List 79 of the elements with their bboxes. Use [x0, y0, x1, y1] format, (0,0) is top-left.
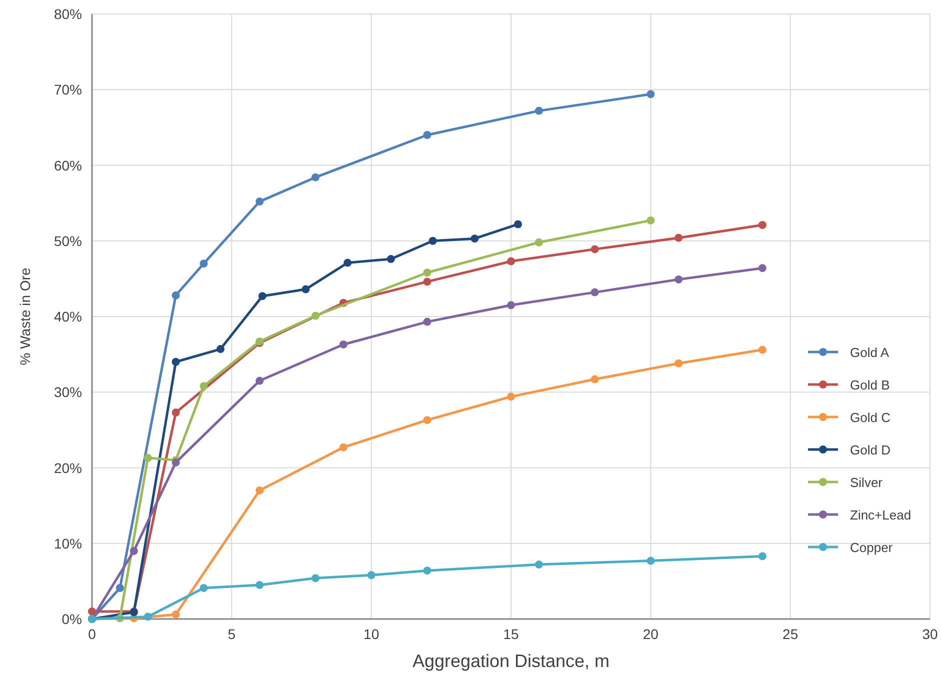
point	[216, 345, 224, 354]
point	[590, 288, 599, 296]
point	[311, 574, 320, 582]
point	[200, 260, 208, 268]
point	[758, 264, 766, 272]
point	[758, 552, 766, 560]
y-tick-label: 80%	[54, 6, 82, 22]
point	[534, 106, 543, 115]
point	[507, 257, 515, 266]
y-tick-label: 0%	[62, 611, 82, 627]
point	[256, 376, 264, 385]
x-tick-label: 25	[782, 626, 798, 642]
point	[674, 234, 683, 242]
y-tick-label: 30%	[54, 384, 82, 400]
point	[423, 416, 432, 424]
x-tick-label: 10	[364, 626, 380, 642]
y-tick-label: 20%	[54, 460, 82, 476]
point	[534, 560, 543, 569]
point	[514, 220, 522, 228]
point	[386, 255, 395, 264]
point	[311, 312, 320, 320]
y-tick-label: 40%	[54, 308, 82, 324]
point	[470, 234, 479, 243]
x-tick-label: 0	[88, 626, 96, 642]
legend-label: Silver	[850, 475, 884, 490]
point	[116, 584, 124, 592]
point	[646, 216, 655, 224]
point	[674, 359, 683, 368]
point	[507, 392, 515, 401]
x-tick-label: 15	[503, 626, 519, 642]
point	[302, 285, 310, 294]
x-tick-label: 5	[228, 626, 236, 642]
point	[172, 610, 180, 618]
point	[590, 245, 599, 254]
point	[590, 375, 599, 384]
point	[423, 278, 432, 286]
point	[758, 220, 766, 229]
point	[258, 292, 266, 300]
point	[758, 346, 766, 354]
point	[256, 486, 264, 494]
point	[534, 238, 543, 246]
y-axis-title: % Waste in Ore	[17, 268, 33, 366]
point	[311, 173, 320, 182]
point	[646, 556, 655, 565]
point	[172, 358, 180, 366]
point	[423, 131, 432, 139]
point	[144, 454, 152, 462]
point	[507, 301, 515, 310]
point	[423, 318, 432, 326]
point	[130, 546, 138, 555]
legend-label: Gold D	[850, 442, 890, 458]
legend-label: Gold A	[850, 345, 890, 360]
point	[367, 571, 376, 580]
point	[256, 198, 264, 206]
point	[256, 580, 264, 589]
x-tick-label: 30	[922, 626, 938, 642]
y-tick-label: 70%	[54, 82, 82, 98]
point	[144, 612, 152, 621]
point	[172, 408, 180, 417]
point	[172, 291, 180, 300]
point	[200, 382, 208, 390]
y-tick-label: 50%	[54, 232, 82, 249]
point	[674, 275, 683, 284]
point	[646, 90, 655, 98]
point	[344, 258, 352, 267]
y-tick-label: 60%	[54, 157, 82, 174]
legend-label: Copper	[850, 540, 894, 555]
legend-label: Gold B	[850, 378, 890, 392]
point	[423, 566, 432, 575]
legend-label: Gold C	[850, 410, 890, 425]
point	[423, 268, 432, 277]
legend-label: Zinc+Lead	[850, 508, 912, 522]
y-tick-label: 10%	[54, 535, 82, 552]
x-axis-title: Aggregation Distance, m	[412, 651, 610, 671]
point	[339, 443, 348, 452]
x-tick-label: 20	[642, 626, 659, 642]
point	[339, 340, 348, 348]
point	[200, 584, 208, 592]
point	[428, 236, 437, 245]
